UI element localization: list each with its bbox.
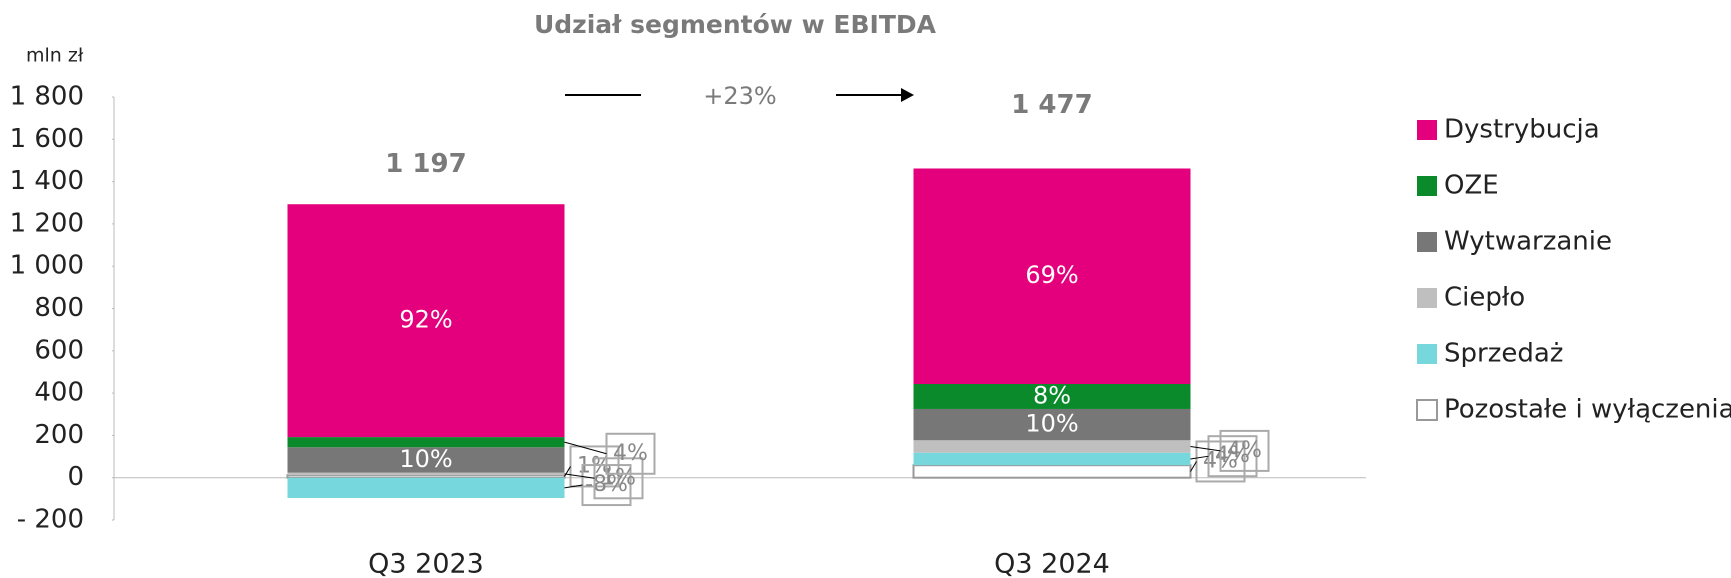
y-tick-label: 600 <box>34 335 84 365</box>
bar-segment <box>913 384 1191 409</box>
share-label: -8% <box>585 472 628 497</box>
bar-segment <box>913 452 1191 466</box>
leader-line <box>564 473 595 479</box>
share-label: 10% <box>1025 410 1078 438</box>
total-label: 1 477 <box>1011 90 1092 120</box>
y-tick-label: 400 <box>34 378 84 408</box>
bar-segment <box>287 437 565 448</box>
bar-segment <box>287 204 565 438</box>
y-tick-label: 200 <box>34 420 84 450</box>
legend-label: OZE <box>1444 171 1499 201</box>
share-label: 69% <box>1025 261 1078 289</box>
legend-label: Dystrybucja <box>1444 115 1600 145</box>
leader-line <box>564 441 607 455</box>
legend-swatch <box>1416 399 1438 421</box>
bar-segment <box>913 440 1191 453</box>
leader-line <box>564 466 571 477</box>
legend-label: Pozostałe i wyłączenia <box>1444 395 1731 425</box>
bar-segment <box>287 447 565 473</box>
bar-segment <box>287 472 565 476</box>
legend-swatch <box>1417 232 1437 252</box>
x-tick-label: Q3 2024 <box>994 549 1110 578</box>
chart-title: Udział segmentów w EBITDA <box>534 10 937 39</box>
leader-line <box>1190 455 1209 460</box>
share-label: 8% <box>1033 381 1071 409</box>
x-tick-label: Q3 2023 <box>368 549 484 578</box>
bar-segment <box>913 408 1191 441</box>
legend-label: Ciepło <box>1444 283 1525 313</box>
legend-swatch <box>1417 344 1437 364</box>
leader-line <box>1190 446 1221 452</box>
bar-segment <box>913 168 1191 385</box>
annotation: +23% <box>703 82 776 110</box>
y-tick-label: - 200 <box>17 505 84 535</box>
y-tick-label: 1 600 <box>10 124 84 154</box>
y-tick-label: 1 200 <box>10 208 84 238</box>
share-label: 4% <box>613 441 648 466</box>
y-tick-label: 0 <box>67 462 84 492</box>
share-label: 10% <box>399 445 452 473</box>
total-label: 1 197 <box>385 149 466 179</box>
share-label: 92% <box>399 306 452 334</box>
leader-line <box>1190 461 1197 472</box>
arrow-head <box>901 88 914 102</box>
leader-line <box>564 484 583 489</box>
bar-segment <box>286 474 566 479</box>
unit-label: mln zł <box>26 45 84 67</box>
bar-segment <box>912 464 1192 479</box>
y-tick-label: 800 <box>34 293 84 323</box>
legend-swatch <box>1417 120 1437 140</box>
legend-swatch <box>1417 176 1437 196</box>
bar-segment <box>287 477 565 499</box>
legend-label: Wytwarzanie <box>1444 227 1612 257</box>
legend-swatch <box>1417 288 1437 308</box>
y-tick-label: 1 800 <box>10 82 84 112</box>
y-tick-label: 1 400 <box>10 166 84 196</box>
y-tick-label: 1 000 <box>10 251 84 281</box>
legend-label: Sprzedaż <box>1444 339 1563 369</box>
share-label: 4% <box>1227 438 1262 463</box>
